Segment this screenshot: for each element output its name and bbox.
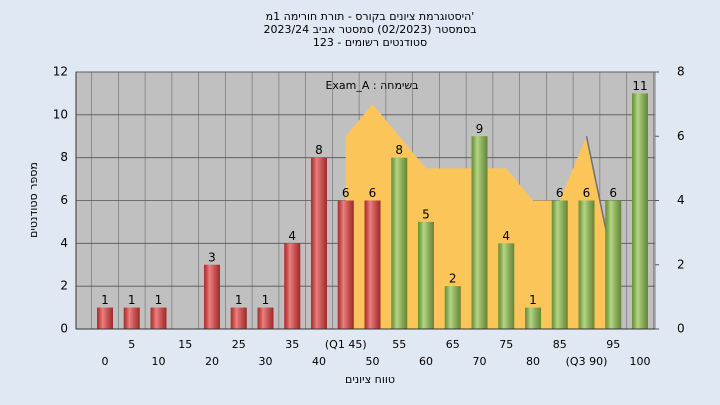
bar-shine [97,307,113,329]
x-tick-label: 80 [526,355,540,368]
x-tick-label: 20 [205,355,219,368]
value-label: 8 [395,143,403,157]
bar-shine [551,200,568,329]
bar-shine [123,307,140,329]
x-tick-label: 70 [473,355,487,368]
title-line: בסמסטר (02/2023) סמסטר אביב 2023/24 [263,23,476,36]
x-tick-label: 65 [446,338,460,351]
x-tick-label: 75 [499,338,513,351]
y-tick-label: 10 [53,107,68,121]
bar-shine [204,264,220,329]
value-label: 6 [583,186,591,200]
y2-tick-label: 6 [677,129,685,143]
bar-shine [498,243,515,329]
value-label: 4 [502,229,510,243]
bar-shine [150,307,167,329]
value-label: 1 [101,293,109,307]
value-label: 6 [556,186,564,200]
bar-shine [605,200,622,329]
bar-shine [257,307,274,329]
value-label: 5 [422,207,430,221]
bar-shine [311,157,327,329]
bar-shine [284,243,301,329]
y2-tick-label: 8 [677,65,685,79]
y-tick-label: 6 [60,193,68,207]
bar-shine [364,200,381,329]
bar-shine [525,307,541,329]
x-tick-label: 15 [178,338,192,351]
bar-shine [632,93,648,330]
y-tick-label: 4 [60,236,68,250]
value-label: 6 [369,186,377,200]
value-label: 11 [632,79,647,93]
y-tick-label: 8 [60,150,68,164]
bar-shine [471,136,488,329]
title-line: היסטוגרמת ציונים בקורס - תורת חורימה 1מ' [266,10,475,23]
annotation: Exam_A : בשימחה [325,79,418,92]
x-axis-label: טווח ציונים [345,373,395,386]
x-tick-label: 100 [630,355,651,368]
value-label: 6 [609,186,617,200]
value-label: 1 [262,293,270,307]
x-tick-label: 35 [285,338,299,351]
bar-shine [230,307,247,329]
value-label: 6 [342,186,350,200]
value-label: 9 [476,122,484,136]
x-tick-label: 95 [606,338,620,351]
x-tick-label: (Q3 90) [566,355,608,368]
y2-tick-label: 2 [677,257,685,271]
y-axis-label: מספר סטודנטים [27,162,40,238]
bar-shine [418,221,434,329]
value-label: 8 [315,143,323,157]
y-tick-label: 0 [60,322,68,336]
x-tick-label: 55 [392,338,406,351]
x-tick-label: (Q1 45) [325,338,367,351]
value-label: 1 [235,293,243,307]
value-label: 3 [208,250,216,264]
y-tick-label: 12 [53,65,68,79]
y2-tick-label: 4 [677,193,685,207]
bar-shine [337,200,354,329]
value-label: 4 [288,229,296,243]
y2-tick-label: 0 [677,322,685,336]
value-label: 1 [128,293,136,307]
x-tick-label: 0 [102,355,109,368]
x-tick-label: 30 [259,355,273,368]
y-tick-label: 2 [60,279,68,293]
value-label: 2 [449,272,457,286]
value-label: 1 [529,293,537,307]
value-label: 1 [155,293,163,307]
x-tick-label: 10 [152,355,166,368]
x-tick-label: 60 [419,355,433,368]
title-line: סטודנטים רשומים - 123 [313,36,427,49]
bar-shine [444,286,461,329]
x-tick-label: 25 [232,338,246,351]
x-tick-label: 50 [366,355,380,368]
bar-shine [391,157,408,329]
bar-shine [578,200,595,329]
x-tick-label: 5 [128,338,135,351]
x-tick-label: 40 [312,355,326,368]
x-tick-label: 85 [553,338,567,351]
